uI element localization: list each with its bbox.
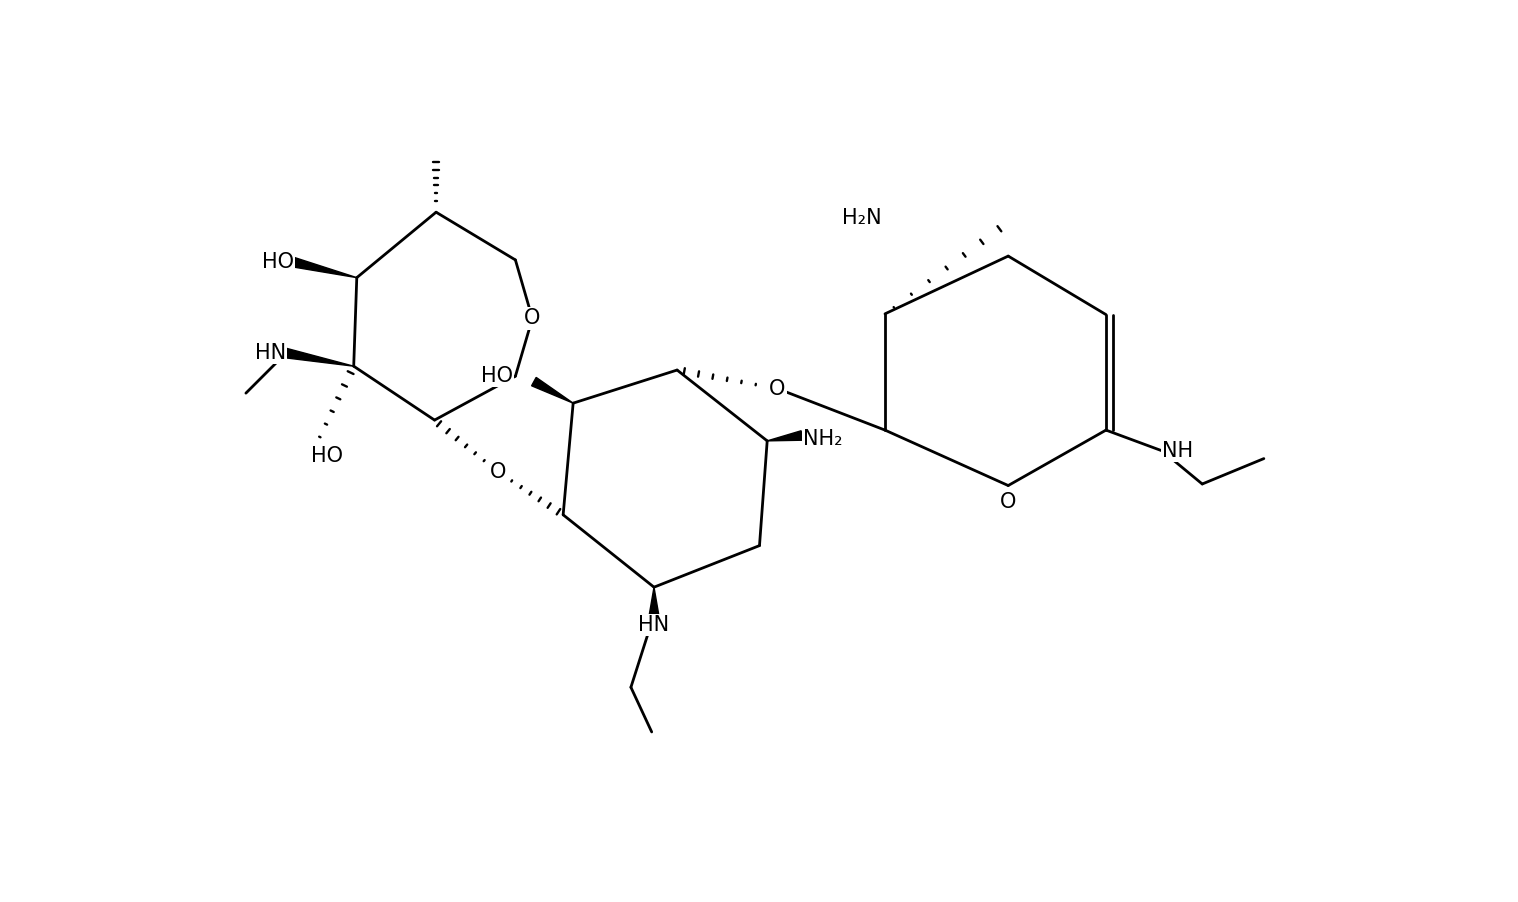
Polygon shape [531,377,574,403]
Polygon shape [285,348,354,366]
Text: NH₂: NH₂ [803,429,842,449]
Text: NH: NH [1163,441,1193,461]
Text: HN: HN [255,343,285,364]
Polygon shape [650,587,659,615]
Text: HO: HO [311,446,343,466]
Text: HO: HO [481,366,513,386]
Polygon shape [767,431,803,441]
Polygon shape [293,258,357,278]
Text: O: O [524,308,540,328]
Text: O: O [1000,492,1017,512]
Text: HO: HO [261,253,293,272]
Text: HN: HN [639,615,669,635]
Text: O: O [770,379,785,399]
Text: H₂N: H₂N [841,207,880,227]
Text: O: O [489,462,505,482]
